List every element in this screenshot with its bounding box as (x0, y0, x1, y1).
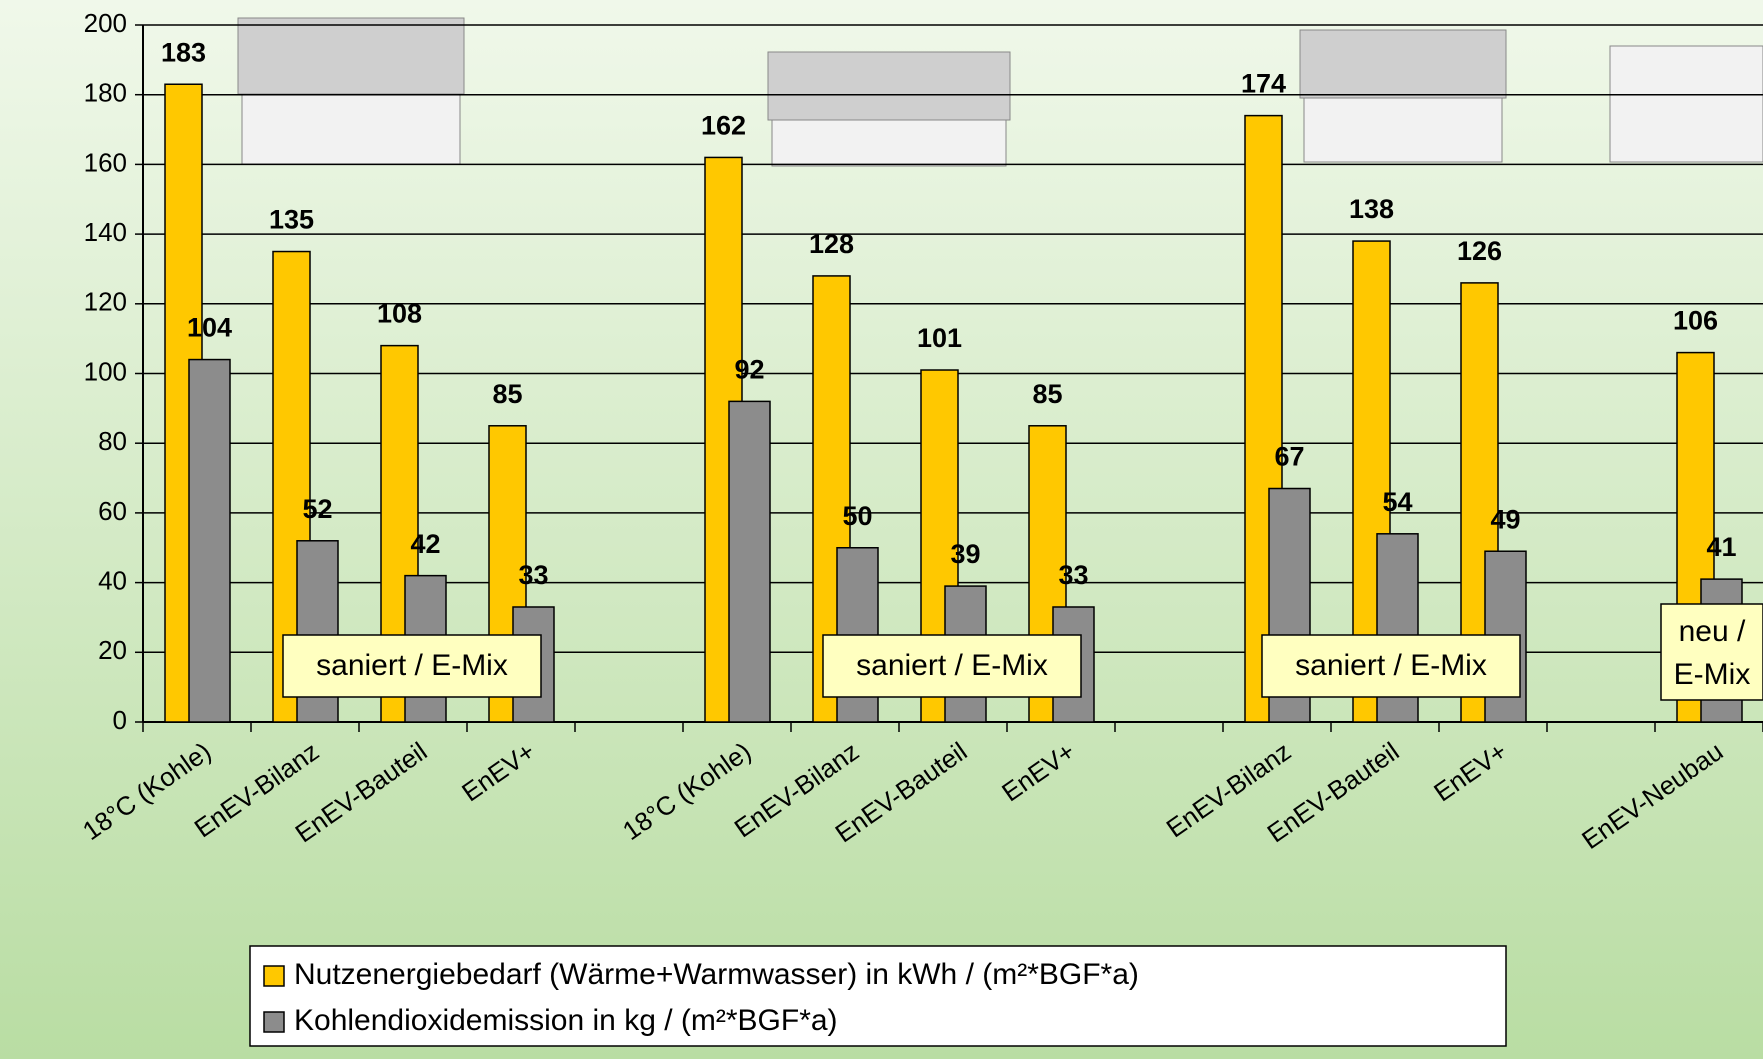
y-tick-label: 60 (98, 496, 127, 526)
data-label: 33 (518, 560, 548, 590)
data-label: 85 (492, 379, 522, 409)
data-label: 104 (187, 313, 232, 343)
y-tick-label: 20 (98, 635, 127, 665)
legend-swatch (263, 965, 285, 987)
data-label: 54 (1382, 487, 1412, 517)
annotation: saniert / E-Mix (856, 649, 1048, 682)
data-label: 33 (1058, 560, 1088, 590)
y-tick-label: 0 (113, 705, 127, 735)
data-label: 41 (1706, 532, 1736, 562)
annotation-box (1261, 634, 1521, 698)
y-tick-label: 100 (84, 356, 127, 386)
legend-box (249, 945, 1507, 1047)
y-tick-label: 180 (84, 78, 127, 108)
data-label: 162 (701, 111, 746, 141)
y-tick-label: 140 (84, 217, 127, 247)
y-tick-label: 40 (98, 565, 127, 595)
data-label: 92 (734, 355, 764, 385)
legend-swatch (263, 1011, 285, 1033)
y-tick-label: 120 (84, 287, 127, 317)
data-label: 67 (1274, 442, 1304, 472)
y-tick-label: 80 (98, 426, 127, 456)
bar (728, 400, 771, 723)
y-tick-label: 160 (84, 147, 127, 177)
annotation: neu / (1679, 615, 1746, 648)
data-label: 138 (1349, 194, 1394, 224)
legend-label: Kohlendioxidemission in kg / (m²*BGF*a) (294, 1004, 838, 1037)
bar (188, 358, 231, 723)
data-label: 128 (809, 229, 854, 259)
y-tick-label: 200 (84, 8, 127, 38)
annotation-box (822, 634, 1082, 698)
annotation-box (1660, 603, 1763, 701)
data-label: 126 (1457, 236, 1502, 266)
data-label: 101 (917, 323, 962, 353)
data-label: 49 (1490, 504, 1520, 534)
legend-label: Nutzenergiebedarf (Wärme+Warmwasser) in … (294, 958, 1139, 991)
data-label: 50 (842, 501, 872, 531)
data-label: 174 (1241, 69, 1286, 99)
data-label: 85 (1032, 379, 1062, 409)
data-label: 52 (302, 494, 332, 524)
annotation-box (282, 634, 542, 698)
data-label: 135 (269, 205, 314, 235)
annotation: E-Mix (1674, 658, 1751, 691)
data-label: 183 (161, 37, 206, 67)
data-label: 108 (377, 299, 422, 329)
data-label: 42 (410, 529, 440, 559)
data-label: 39 (950, 539, 980, 569)
annotation: saniert / E-Mix (316, 649, 508, 682)
house-images (237, 17, 1763, 167)
data-label: 106 (1673, 306, 1718, 336)
annotation: saniert / E-Mix (1295, 649, 1487, 682)
